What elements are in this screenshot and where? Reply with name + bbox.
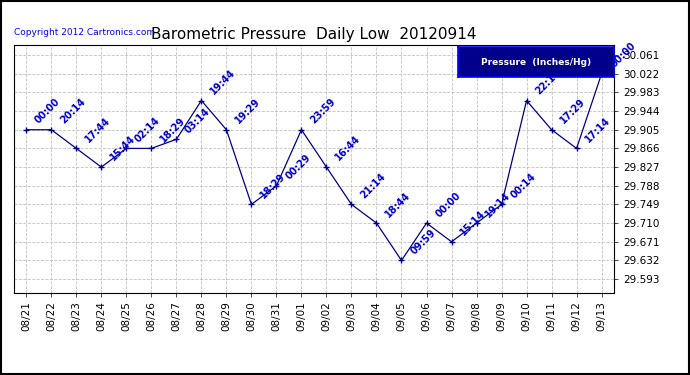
Text: 16:44: 16:44 (333, 134, 362, 163)
Text: 21:14: 21:14 (358, 171, 387, 200)
Text: Copyright 2012 Cartronics.com: Copyright 2012 Cartronics.com (14, 28, 155, 37)
Text: 17:14: 17:14 (584, 115, 613, 144)
Text: 00:00: 00:00 (609, 40, 638, 69)
Text: 18:29: 18:29 (258, 171, 288, 200)
Text: 18:44: 18:44 (384, 190, 413, 219)
Text: 00:29: 00:29 (284, 153, 313, 182)
Text: 20:14: 20:14 (58, 97, 87, 126)
Text: 00:00: 00:00 (33, 97, 62, 126)
Text: 17:44: 17:44 (83, 115, 112, 144)
Title: Barometric Pressure  Daily Low  20120914: Barometric Pressure Daily Low 20120914 (151, 27, 477, 42)
Text: 22:14: 22:14 (533, 68, 562, 96)
Text: 17:29: 17:29 (558, 97, 587, 126)
Text: 00:14: 00:14 (509, 171, 538, 200)
Text: 18:29: 18:29 (158, 115, 188, 144)
Text: 02:14: 02:14 (133, 115, 162, 144)
Text: 00:00: 00:00 (433, 190, 462, 219)
Text: 19:14: 19:14 (484, 190, 513, 219)
Text: 23:59: 23:59 (308, 97, 337, 126)
Text: 09:59: 09:59 (408, 227, 437, 256)
Text: 03:14: 03:14 (184, 106, 213, 135)
Text: 19:29: 19:29 (233, 97, 262, 126)
Text: 15:44: 15:44 (108, 134, 137, 163)
Text: 19:44: 19:44 (208, 68, 237, 96)
Text: 15:14: 15:14 (458, 209, 487, 238)
